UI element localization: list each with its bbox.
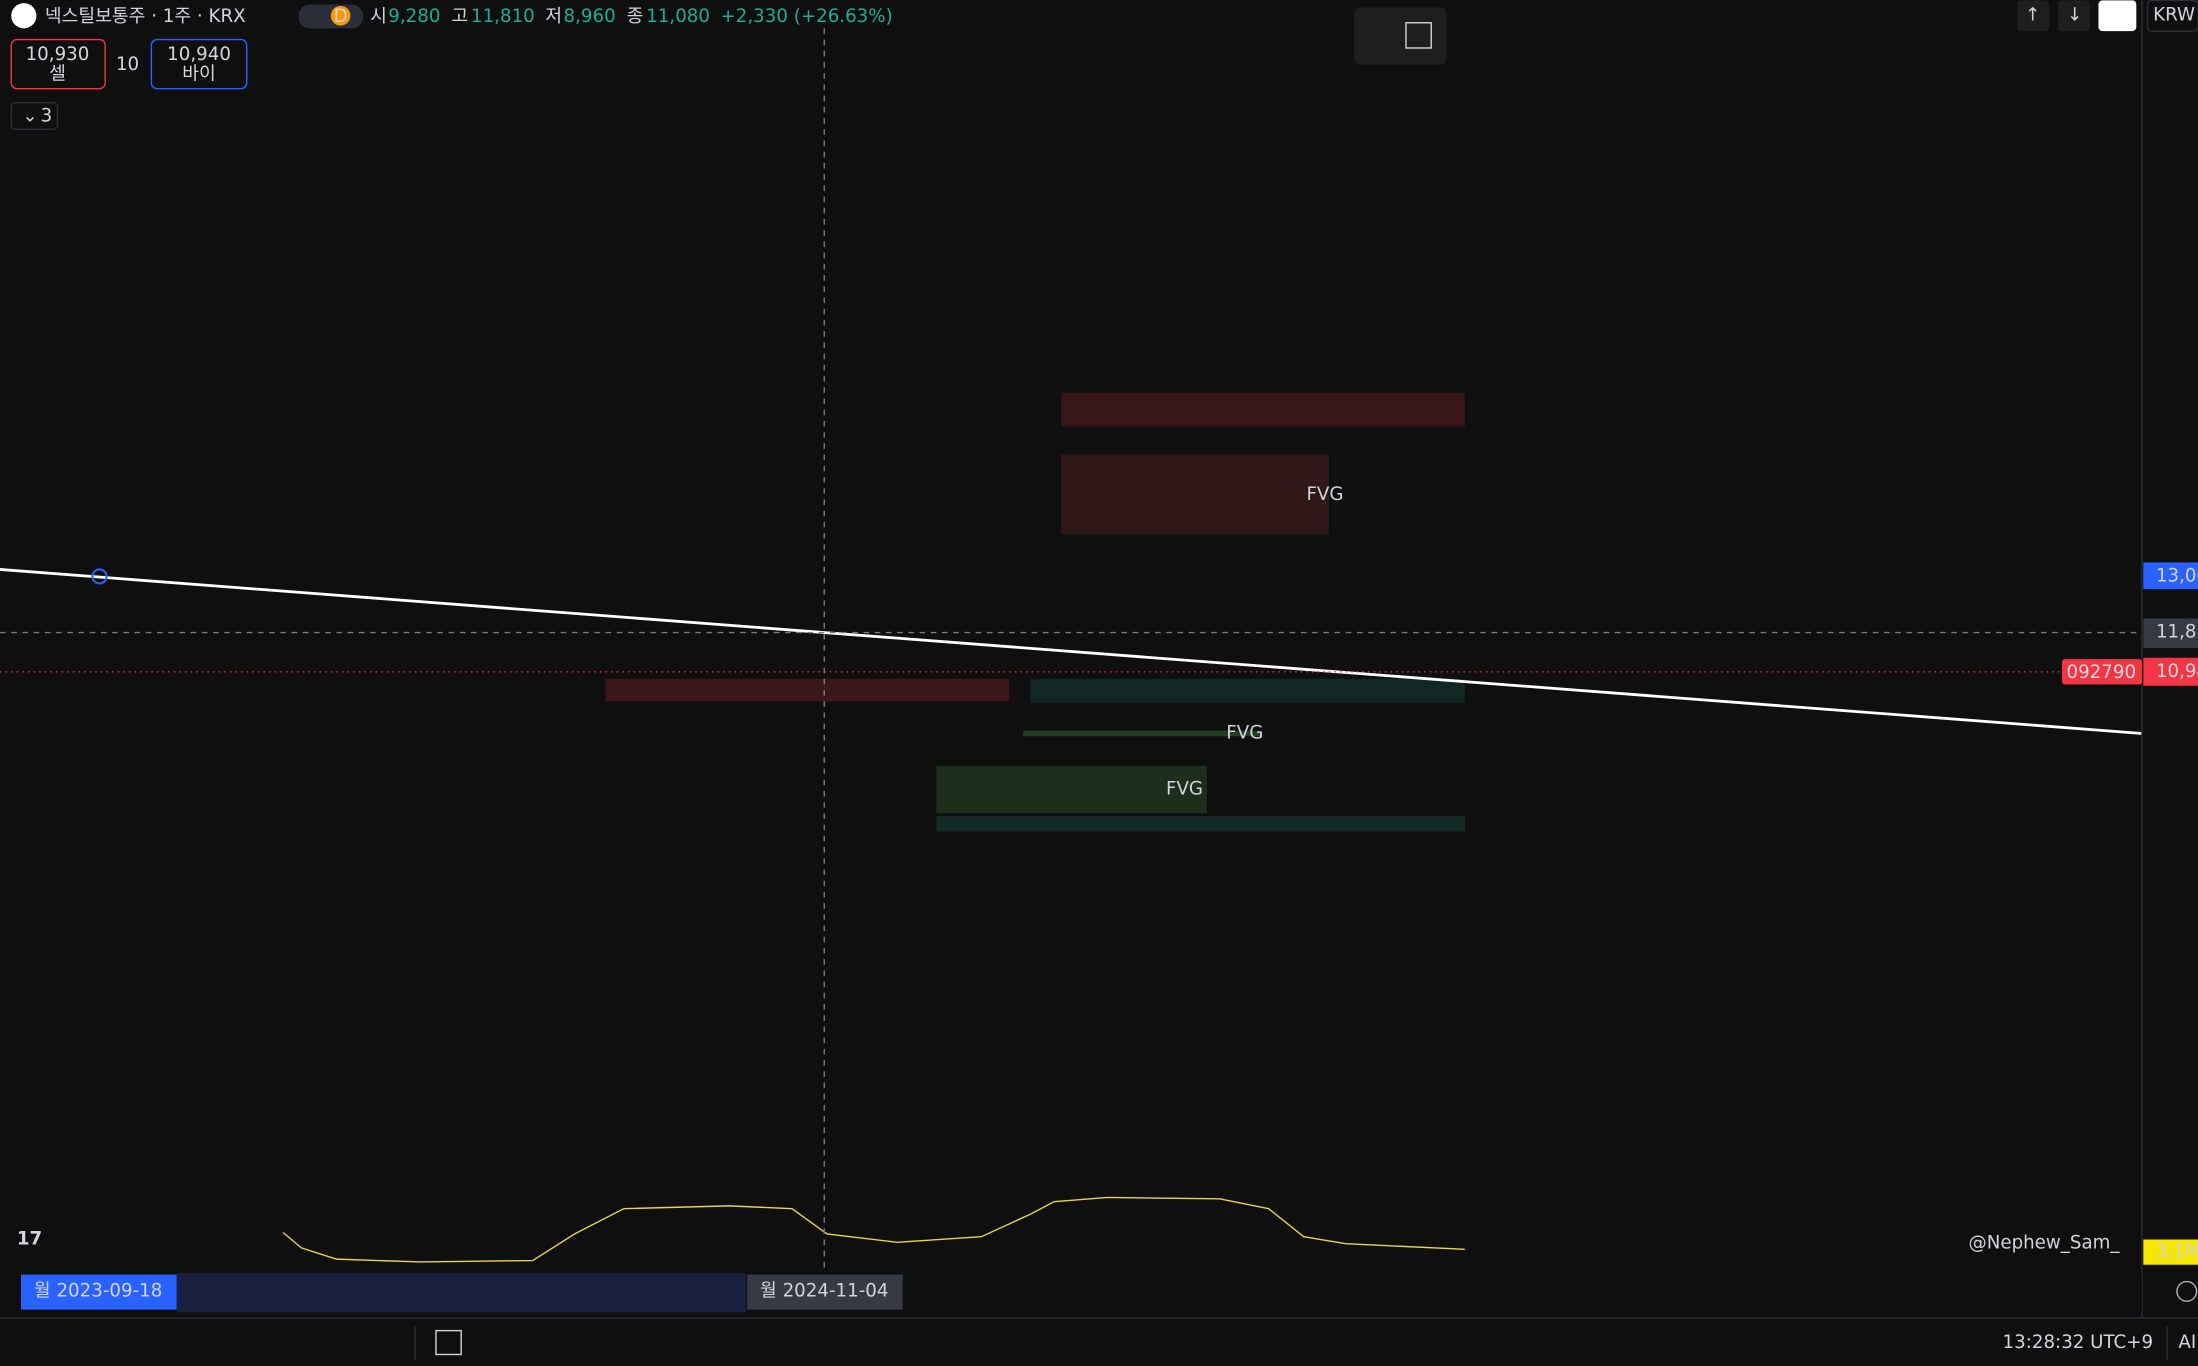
badge: D <box>334 6 348 27</box>
zone <box>936 816 1465 832</box>
ohlc-value: 11,080 <box>646 6 710 27</box>
up-button[interactable] <box>2017 0 2050 32</box>
fvg-zone <box>936 765 1207 814</box>
trendline-handle <box>91 568 108 585</box>
settings-icon[interactable] <box>2176 1280 2198 1302</box>
volume-label: 3.1M <box>2156 1241 2198 1262</box>
ohlc-label: 고 <box>451 6 468 27</box>
fvg-zone <box>1023 730 1262 737</box>
crosshair-date-bg <box>21 1274 177 1310</box>
ohlc-label: 저 <box>545 6 562 27</box>
quantity: 10 <box>116 54 139 75</box>
symbol-code-bg <box>2062 659 2142 685</box>
ohlc-value: 11,810 <box>471 6 535 27</box>
ohlc-value: 8,960 <box>564 6 616 27</box>
indicators-toggle[interactable] <box>10 101 59 130</box>
watermark: @Nephew_Sam_ <box>1969 1233 2121 1254</box>
fvg-label: FVG <box>1166 779 1203 800</box>
symbol-code: 092790 <box>2066 662 2136 683</box>
trendline <box>0 568 2143 735</box>
down-icon: ↓ <box>2067 5 2082 26</box>
layout-toolbar[interactable] <box>1354 7 1447 65</box>
date-range-icon[interactable] <box>435 1329 462 1356</box>
zone <box>1030 678 1465 703</box>
up-icon: ↑ <box>2025 5 2040 26</box>
crosshair-date: 월 2024-11-04 <box>760 1280 888 1301</box>
chevron: ⌄ <box>22 106 37 127</box>
currency: KRW <box>2153 5 2195 26</box>
crosshair-date-bg <box>747 1274 903 1310</box>
buy-label: 바이 <box>182 64 216 85</box>
ohlc-label: 시 <box>370 6 387 27</box>
sell-label: 셀 <box>49 64 66 85</box>
clock: 13:28:32 UTC+9 <box>2003 1332 2154 1353</box>
ai: AI <box>2178 1332 2196 1353</box>
marker-label-bg <box>2143 562 2198 590</box>
buy-price: 10,940 <box>167 44 231 65</box>
sell-price: 10,930 <box>26 44 90 65</box>
volume-ma <box>282 1196 1465 1263</box>
current-price-bg <box>2143 657 2198 686</box>
marker-label: 13,000 <box>2156 565 2198 586</box>
zone <box>1061 392 1465 427</box>
badge-bg <box>298 4 364 29</box>
fvg-label: FVG <box>1226 722 1263 743</box>
current-price: 10,940 <box>2156 661 2198 682</box>
buy-button[interactable] <box>150 38 248 90</box>
indicators-count: 3 <box>41 106 53 127</box>
range-highlight <box>176 1273 746 1313</box>
symbol: 넥스틸보통주 · 1주 · KRX <box>45 6 246 27</box>
volume-label-bg <box>2143 1239 2198 1265</box>
ohlc-value: 9,280 <box>388 6 440 27</box>
sell-button[interactable] <box>10 38 106 90</box>
crosshair-label: 11,810 <box>2156 622 2198 643</box>
down-button[interactable] <box>2057 0 2091 32</box>
sync-button[interactable] <box>2098 0 2137 32</box>
crosshair-label-bg <box>2143 618 2198 648</box>
change: +2,330 (+26.63%) <box>721 6 893 27</box>
zone <box>605 678 1010 702</box>
logo: 17 <box>17 1229 42 1250</box>
ohlc-label: 종 <box>627 6 644 27</box>
fvg-label: FVG <box>1306 484 1343 505</box>
crosshair-date: 월 2023-09-18 <box>34 1280 162 1301</box>
badge-dot <box>330 5 351 26</box>
symbol-logo <box>11 3 37 29</box>
layout-icon[interactable] <box>1405 22 1432 49</box>
currency-box[interactable] <box>2146 0 2198 32</box>
fvg-zone <box>1061 454 1329 535</box>
